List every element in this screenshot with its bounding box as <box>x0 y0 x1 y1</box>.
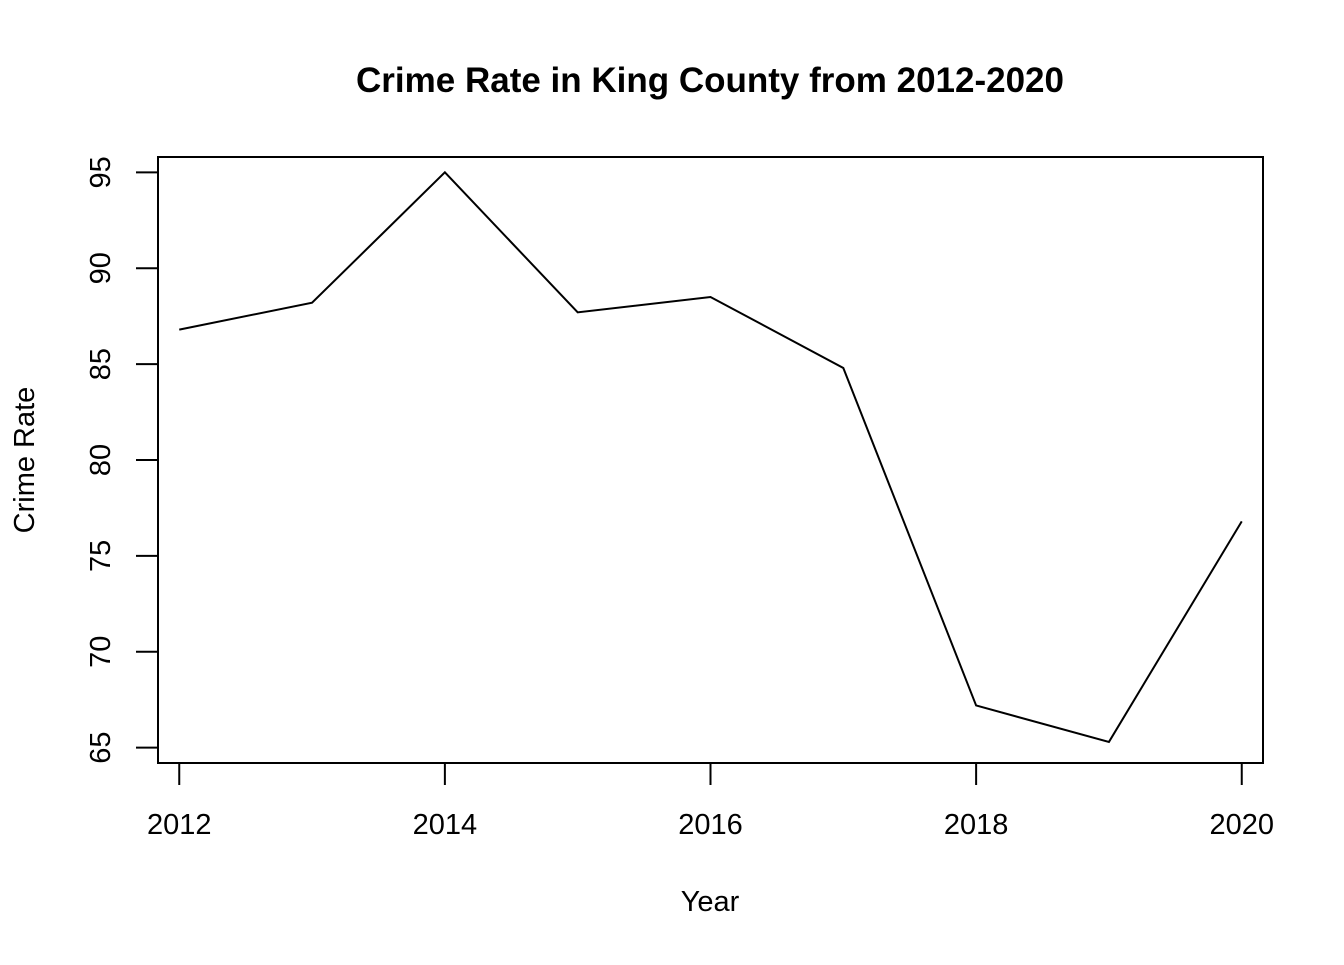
x-axis-label: Year <box>681 886 740 918</box>
y-tick-label: 75 <box>85 540 117 572</box>
y-tick-label: 95 <box>85 156 117 188</box>
x-tick-label: 2020 <box>1209 809 1274 841</box>
x-tick-label: 2014 <box>413 809 478 841</box>
y-tick-label: 65 <box>85 732 117 764</box>
x-axis: 2012 2014 2016 2018 2020 <box>147 762 1274 841</box>
series-line <box>179 170 1243 744</box>
x-tick-label: 2016 <box>678 809 743 841</box>
x-tick-label: 2012 <box>147 809 212 841</box>
y-tick-label: 90 <box>85 252 117 284</box>
chart-title: Crime Rate in King County from 2012-2020 <box>356 61 1064 100</box>
x-tick-label: 2018 <box>944 809 1009 841</box>
y-axis: 65 70 75 80 85 90 95 <box>85 156 159 764</box>
y-tick-label: 85 <box>85 348 117 380</box>
y-tick-label: 70 <box>85 636 117 668</box>
series-layer <box>179 170 1243 744</box>
y-tick-label: 80 <box>85 444 117 476</box>
y-axis-label: Crime Rate <box>9 387 41 534</box>
